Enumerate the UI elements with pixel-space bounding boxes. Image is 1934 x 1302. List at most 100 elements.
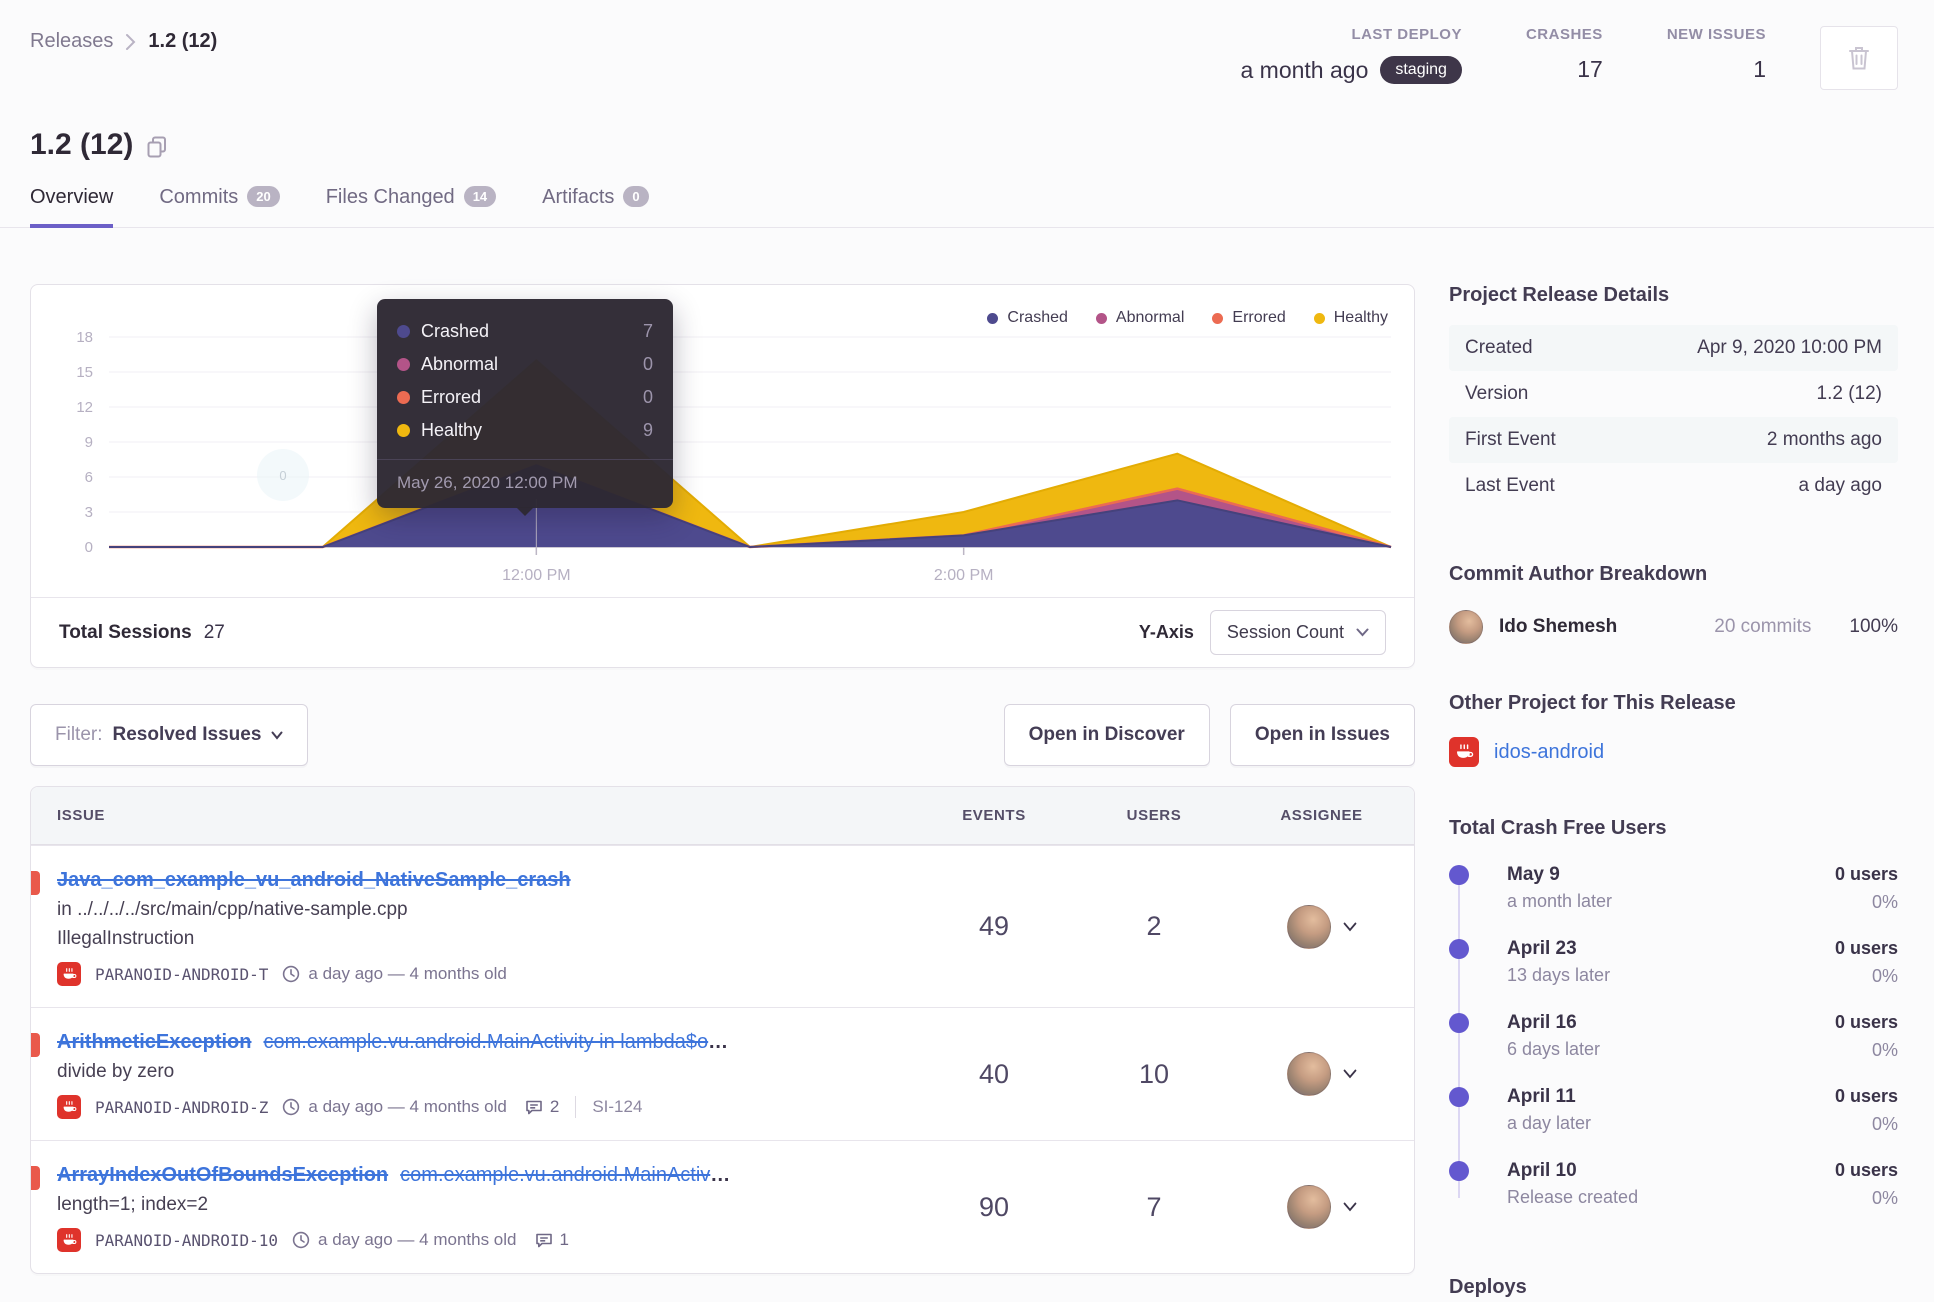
chevron-down-icon[interactable] — [1343, 1202, 1357, 1212]
timeline-date: May 9 — [1507, 864, 1560, 885]
stat-new-issues-value: 1 — [1753, 56, 1766, 82]
timeline-item: April 16 6 days later 0 users 0% — [1449, 1012, 1898, 1086]
stat-crashes-label: CRASHES — [1525, 26, 1603, 43]
issue-comments[interactable]: 1 — [535, 1230, 569, 1250]
svg-text:2:00 PM: 2:00 PM — [934, 567, 994, 584]
page-header: Releases 1.2 (12) LAST DEPLOY a month ag… — [0, 0, 1934, 90]
tab-commits-label: Commits — [159, 186, 239, 208]
project-slug[interactable]: PARANOID-ANDROID-10 — [95, 1230, 279, 1250]
timeline-users: 0 users — [1834, 1086, 1898, 1106]
yaxis-select[interactable]: Session Count — [1209, 610, 1386, 655]
timeline-date: April 11 — [1507, 1086, 1576, 1107]
assignee-avatar[interactable] — [1286, 904, 1331, 949]
assignee-avatar[interactable] — [1286, 1052, 1331, 1096]
tab-artifacts-label: Artifacts — [542, 186, 615, 208]
detail-row-last-event: Last Event a day ago — [1449, 463, 1898, 509]
timeline-offset: 6 days later — [1507, 1039, 1601, 1059]
issue-title-link[interactable]: Java_com_example_vu_android_NativeSample… — [57, 869, 571, 891]
yaxis-selected-value: Session Count — [1226, 622, 1344, 642]
title-row: 1.2 (12) — [0, 128, 1934, 162]
timeline-dot-icon — [1449, 939, 1469, 959]
issue-events-count: 40 — [978, 1058, 1010, 1089]
comment-icon — [525, 1099, 543, 1116]
delete-release-button[interactable] — [1820, 26, 1898, 90]
assignee-avatar[interactable] — [1286, 1185, 1331, 1229]
stat-last-deploy: LAST DEPLOY a month ago staging — [1240, 26, 1462, 84]
tab-overview[interactable]: Overview — [30, 186, 114, 228]
release-tabs: Overview Commits 20 Files Changed 14 Art… — [0, 186, 1934, 228]
issue-ticket-link[interactable]: SI-124 — [592, 1097, 643, 1116]
legend-crashed-label: Crashed — [1007, 309, 1068, 326]
chart-tooltip: Crashed 7 Abnormal 0 Errored 0 — [377, 299, 673, 516]
issue-age-text: a day ago — 4 months old — [308, 964, 507, 983]
author-row: Ido Shemesh 20 commits 100% — [1449, 610, 1898, 644]
issue-age: a day ago — 4 months old — [282, 964, 507, 984]
project-slug[interactable]: PARANOID-ANDROID-Z — [95, 1097, 269, 1117]
errored-dot-icon — [397, 391, 410, 404]
detail-row-created: Created Apr 9, 2020 10:00 PM — [1449, 325, 1898, 371]
deploys-heading: Deploys — [1449, 1276, 1898, 1302]
timeline-date: April 23 — [1507, 938, 1577, 959]
issue-title-ellipsis: … — [710, 1164, 731, 1186]
column-header-issue: ISSUE — [57, 807, 106, 824]
timeline-users: 0 users — [1834, 938, 1898, 958]
issue-users-count: 7 — [1146, 1191, 1162, 1222]
tab-overview-label: Overview — [30, 186, 114, 208]
project-avatar[interactable] — [1449, 737, 1479, 767]
legend-abnormal-label: Abnormal — [1115, 309, 1185, 326]
breadcrumb-releases-link[interactable]: Releases — [30, 30, 114, 52]
chevron-down-icon[interactable] — [1343, 922, 1357, 932]
project-avatar — [57, 1228, 81, 1252]
tab-files-changed[interactable]: Files Changed 14 — [326, 186, 497, 228]
detail-value: 2 months ago — [1766, 429, 1882, 450]
breadcrumb: Releases 1.2 (12) — [30, 26, 217, 53]
issue-row: Java_com_example_vu_android_NativeSample… — [31, 845, 1414, 1007]
other-project-section: Other Project for This Release idos-andr… — [1449, 692, 1898, 767]
issues-filter-dropdown[interactable]: Filter: Resolved Issues — [30, 704, 309, 766]
tooltip-row-errored: Errored 0 — [397, 381, 653, 414]
timeline-percent: 0% — [1871, 966, 1898, 986]
issue-title-link[interactable]: ArithmeticException — [57, 1031, 252, 1053]
tab-files-changed-badge: 14 — [463, 186, 497, 207]
tab-commits[interactable]: Commits 20 — [159, 186, 280, 228]
timeline-users: 0 users — [1834, 1012, 1898, 1032]
tab-artifacts[interactable]: Artifacts 0 — [542, 186, 649, 228]
abnormal-dot-icon — [1095, 312, 1107, 324]
issue-title-link[interactable]: ArrayIndexOutOfBoundsException — [57, 1164, 389, 1186]
svg-text:12:00 PM: 12:00 PM — [502, 567, 570, 584]
timeline-item: April 11 a day later 0 users 0% — [1449, 1086, 1898, 1160]
issue-comments[interactable]: 2 — [525, 1097, 559, 1117]
project-slug[interactable]: PARANOID-ANDROID-T — [95, 964, 269, 984]
tab-artifacts-badge: 0 — [623, 186, 649, 207]
issues-table: ISSUE EVENTS USERS ASSIGNEE Java_com_exa… — [30, 786, 1415, 1274]
issues-table-header: ISSUE EVENTS USERS ASSIGNEE — [31, 787, 1414, 845]
abnormal-dot-icon — [397, 358, 410, 371]
error-level-marker — [31, 1166, 40, 1190]
tooltip-errored-label: Errored — [421, 387, 482, 407]
open-in-discover-button[interactable]: Open in Discover — [1003, 704, 1210, 766]
chevron-down-icon[interactable] — [1343, 1069, 1357, 1079]
healthy-dot-icon — [1313, 312, 1325, 324]
other-project-link[interactable]: idos-android — [1494, 740, 1605, 763]
legend-item-abnormal[interactable]: Abnormal — [1095, 309, 1185, 327]
sessions-chart: 0 3 6 9 12 15 18 0 12:00 PM 2:00 PM Crashed Abnor… — [31, 285, 1414, 597]
tooltip-row-crashed: Crashed 7 — [397, 315, 653, 348]
stat-crashes: CRASHES 17 — [1526, 26, 1603, 83]
copy-version-button[interactable] — [147, 132, 167, 158]
detail-row-first-event: First Event 2 months ago — [1449, 417, 1898, 463]
legend-item-healthy[interactable]: Healthy — [1313, 309, 1388, 327]
crash-free-users-section: Total Crash Free Users May 9 a month lat… — [1449, 817, 1898, 1234]
chevron-down-icon — [1356, 628, 1369, 637]
chevron-down-icon — [271, 731, 283, 740]
issue-culprit: divide by zero — [57, 1061, 175, 1082]
legend-item-errored[interactable]: Errored — [1212, 309, 1286, 327]
breadcrumb-current: 1.2 (12) — [148, 30, 218, 52]
issue-age-text: a day ago — 4 months old — [308, 1097, 507, 1116]
timeline-offset: a month later — [1507, 891, 1613, 911]
clock-icon — [282, 1098, 300, 1116]
legend-item-crashed[interactable]: Crashed — [987, 309, 1068, 327]
detail-value: Apr 9, 2020 10:00 PM — [1697, 337, 1882, 358]
svg-text:3: 3 — [85, 504, 93, 521]
timeline-dot-icon — [1449, 865, 1469, 885]
open-in-issues-button[interactable]: Open in Issues — [1229, 704, 1415, 766]
